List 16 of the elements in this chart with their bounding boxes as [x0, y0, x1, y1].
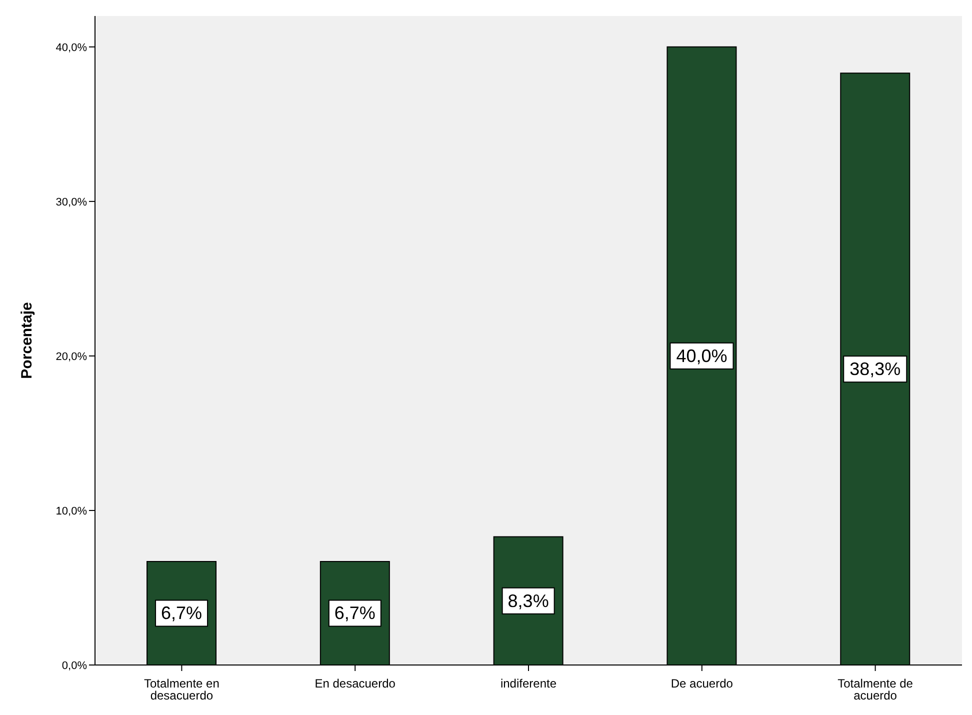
y-tick-label: 30,0%	[56, 196, 88, 208]
y-tick-label: 20,0%	[56, 350, 88, 363]
data-label: 6,7%	[161, 603, 202, 624]
x-tick-label: indiferente	[500, 676, 557, 691]
data-label: 40,0%	[676, 346, 728, 366]
y-tick-label: 0,0%	[62, 660, 88, 672]
x-tick-label: En desacuerdo	[314, 676, 396, 691]
y-tick-label: 40,0%	[56, 42, 88, 54]
data-label: 38,3%	[850, 359, 901, 380]
y-axis-title: Porcentaje	[18, 302, 36, 379]
data-label: 8,3%	[508, 590, 549, 611]
data-label: 6,7%	[334, 603, 376, 624]
y-tick-label: 10,0%	[56, 505, 88, 518]
x-tick-label: De acuerdo	[670, 676, 734, 691]
x-tick-label: Totalmente en desacuerdo	[144, 676, 220, 703]
x-tick-label: Totalmente de acuerdo	[838, 676, 914, 703]
